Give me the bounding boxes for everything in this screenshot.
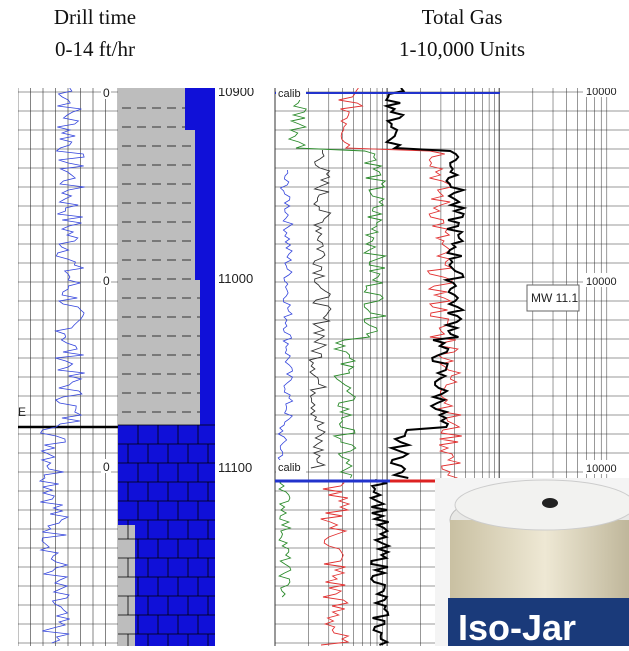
drill-time-label: 0 bbox=[103, 460, 110, 474]
calib-label: calib bbox=[278, 88, 301, 100]
curve bbox=[309, 150, 331, 468]
gas-scale-label: 10000 bbox=[586, 463, 617, 475]
page: Drill time 0-14 ft/hr Total Gas 1-10,000… bbox=[0, 0, 629, 646]
drill-time-title: Drill time bbox=[54, 5, 136, 29]
curve bbox=[371, 480, 389, 645]
marker-label: E bbox=[18, 405, 26, 419]
gas-scale-label: 10000 bbox=[586, 276, 617, 288]
gas-scale-label: 10000 bbox=[586, 86, 617, 98]
depth-label: 11100 bbox=[218, 460, 252, 475]
depth-label: 10900 bbox=[218, 84, 254, 99]
depth-track bbox=[215, 88, 275, 646]
photo: Iso-Jar bbox=[435, 478, 629, 646]
gas-title: Total Gas bbox=[422, 5, 503, 29]
curve bbox=[278, 170, 292, 467]
depth-label: 11000 bbox=[218, 271, 253, 286]
drill-time-label: 0 bbox=[103, 86, 110, 100]
drill-time-label: 0 bbox=[103, 274, 110, 288]
curve bbox=[279, 480, 291, 597]
curve bbox=[321, 480, 349, 645]
curve bbox=[289, 100, 386, 478]
drill-time-range: 0-14 ft/hr bbox=[55, 37, 135, 61]
mw-label: MW 11.1 bbox=[531, 291, 578, 305]
calib-label: calib bbox=[278, 462, 301, 474]
gas-range: 1-10,000 Units bbox=[399, 37, 525, 61]
photo-label: Iso-Jar bbox=[458, 607, 576, 646]
curve bbox=[386, 88, 464, 478]
